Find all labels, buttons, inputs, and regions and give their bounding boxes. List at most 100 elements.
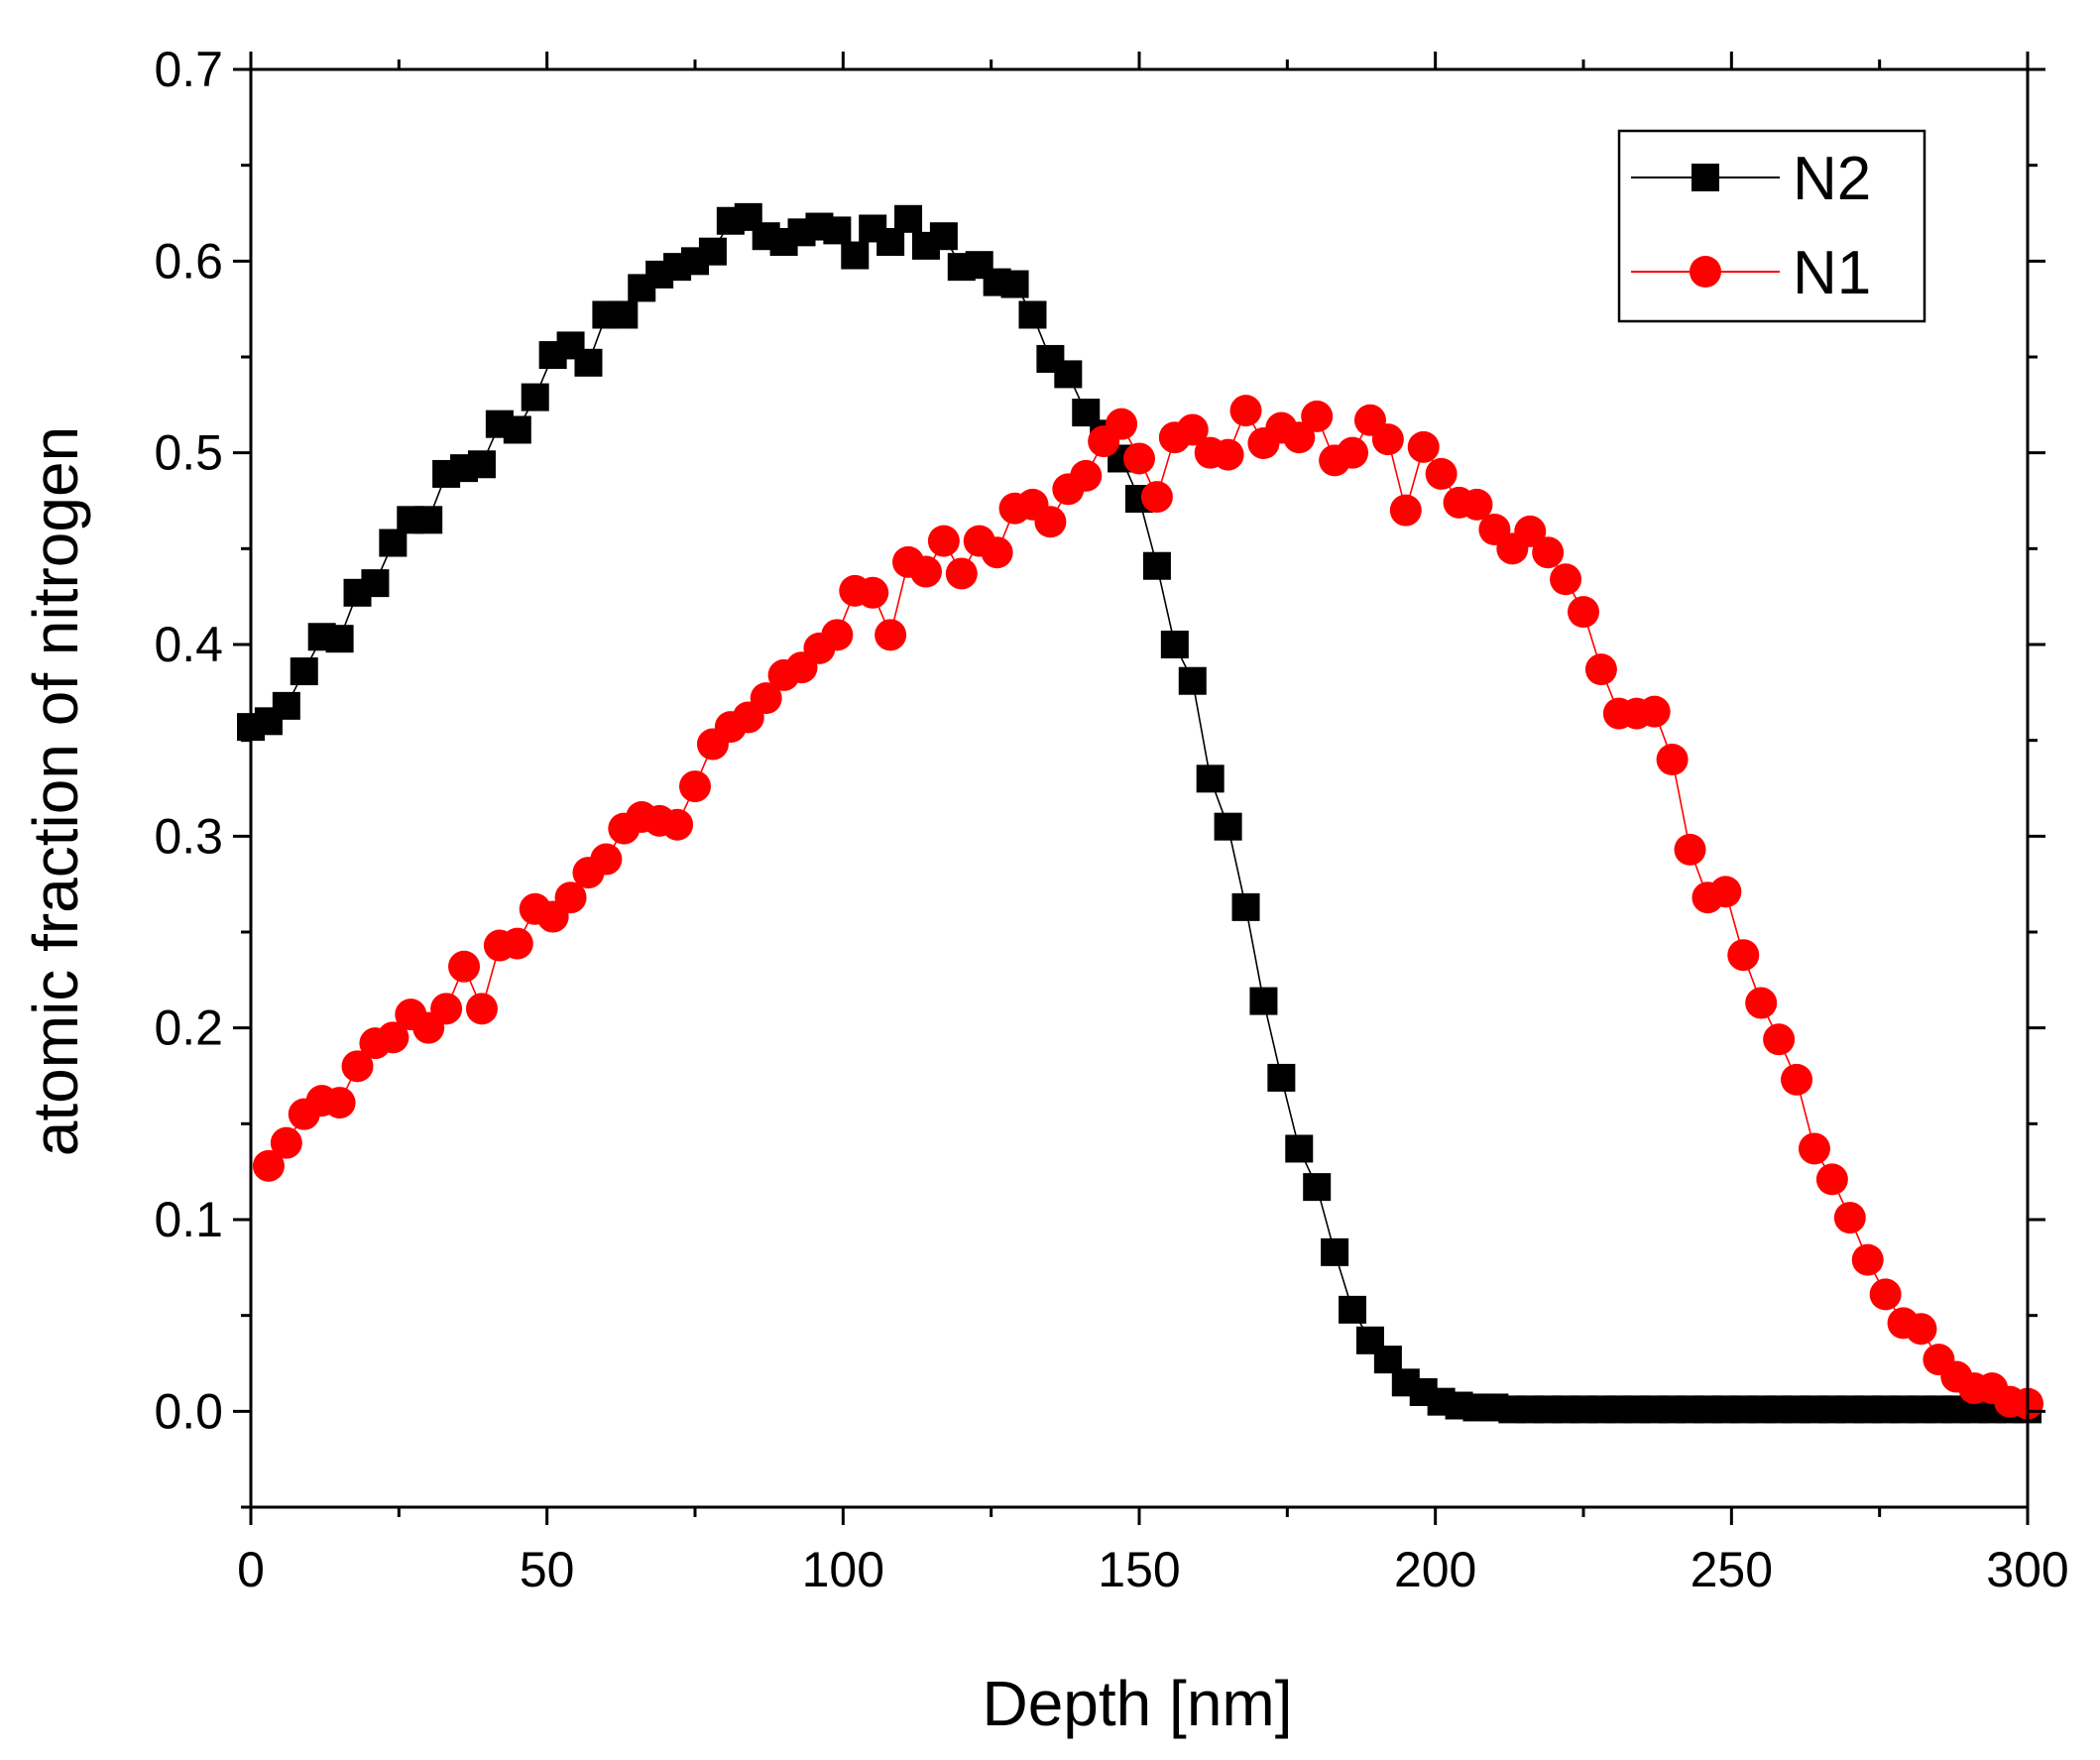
data-point-n2 [1231,892,1260,921]
data-point-n2 [1196,764,1225,793]
y-axis-title: atomic fraction of nitrogen [20,426,91,1156]
data-point-n2 [1178,666,1207,695]
data-point-n1 [1815,1163,1848,1196]
series-markers-n2 [237,202,2042,1424]
data-point-n2 [1214,812,1242,841]
plot-markers [237,202,2043,1424]
data-point-n2 [1249,987,1278,1015]
data-point-n1 [1869,1278,1902,1311]
data-point-n2 [1054,360,1083,389]
data-point-n1 [448,950,481,983]
data-point-n1 [1283,421,1316,454]
data-point-n2 [1267,1063,1296,1092]
data-point-n1 [927,525,960,557]
data-point-n1 [1727,939,1760,972]
x-tick-label: 100 [802,1542,884,1597]
data-point-n1 [341,1050,374,1083]
data-point-n2 [414,506,443,534]
data-point-n1 [1833,1202,1866,1234]
data-point-n1 [1425,457,1458,490]
data-point-n1 [1781,1063,1813,1096]
data-point-n2 [467,450,496,479]
x-tick-label: 300 [1986,1542,2068,1597]
data-point-n2 [1000,270,1029,298]
data-point-n2 [503,415,531,444]
x-axis-title: Depth [nm] [982,1668,1292,1739]
data-point-n1 [1337,436,1369,469]
tick-labels: 0 50 100 150 200 250 300 0.0 0.1 0.2 0.3 0.4 0.5 0.6 0… [154,42,2068,1597]
series-markers-n1 [252,395,2043,1420]
data-point-n1 [1550,563,1582,596]
data-point-n2 [929,222,958,251]
x-tick-label: 150 [1098,1542,1180,1597]
data-point-n2 [610,300,639,329]
data-point-n1 [252,1149,285,1182]
y-tick-label: 0.1 [154,1192,223,1247]
data-point-n1 [857,576,889,609]
data-point-n1 [1460,488,1493,521]
data-point-n1 [1106,408,1138,440]
data-point-n2 [1142,551,1171,580]
data-point-n2 [698,237,727,266]
data-point-n1 [1584,653,1617,686]
data-point-n1 [1176,413,1209,446]
data-point-n1 [465,993,498,1025]
series-line-n2 [250,216,2028,1411]
data-point-n1 [590,843,623,876]
plot-lines [250,216,2029,1411]
data-point-n2 [1285,1134,1314,1163]
x-tick-label: 250 [1691,1542,1773,1597]
data-point-n2 [1321,1237,1349,1266]
legend-label-n2: N2 [1793,145,1871,213]
data-point-n2 [272,691,300,720]
data-point-n1 [377,1021,409,1054]
data-point-n1 [1371,423,1404,456]
data-point-n1 [1034,506,1067,538]
y-tick-label: 0.5 [154,425,223,481]
data-point-n2 [290,657,318,686]
data-point-n1 [981,536,1013,569]
data-point-n1 [821,619,854,651]
data-point-n1 [1568,596,1599,629]
data-point-n1 [1532,536,1565,569]
data-point-n1 [1674,833,1706,866]
data-point-n1 [1070,459,1103,492]
y-tick-label: 0.2 [154,1000,223,1056]
data-point-n1 [945,557,978,590]
data-point-n1 [554,881,587,914]
data-point-n1 [1514,515,1547,547]
data-point-n1 [909,555,942,588]
data-point-n1 [270,1126,302,1159]
data-point-n2 [1018,300,1047,329]
data-point-n1 [1905,1313,1937,1346]
data-point-n2 [1160,631,1189,658]
data-point-n1 [1123,442,1155,475]
x-tick-label: 0 [237,1542,265,1597]
data-point-n1 [750,682,782,715]
data-point-n1 [1798,1132,1830,1165]
data-point-n2 [521,383,549,411]
legend-label-n1: N1 [1793,239,1871,307]
y-tick-label: 0.3 [154,808,223,864]
data-point-n1 [875,619,907,651]
data-point-n2 [894,204,923,233]
data-point-n1 [1407,430,1440,463]
data-point-n1 [1140,481,1173,514]
data-point-n1 [501,927,533,960]
data-point-n1 [1301,400,1334,432]
data-point-n1 [1389,494,1422,527]
data-point-n1 [661,808,694,841]
y-tick-label: 0.0 [154,1383,223,1439]
y-tick-label: 0.6 [154,233,223,289]
data-point-n2 [1303,1173,1332,1202]
data-point-n1 [1229,395,1262,427]
y-tick-label: 0.7 [154,42,223,97]
data-point-n1 [1763,1023,1796,1056]
data-point-n2 [574,348,603,377]
y-tick-label: 0.4 [154,617,223,672]
data-point-n2 [361,569,390,598]
data-point-n1 [430,993,463,1025]
legend-marker-n2 [1692,164,1719,191]
x-tick-label: 50 [520,1542,575,1597]
